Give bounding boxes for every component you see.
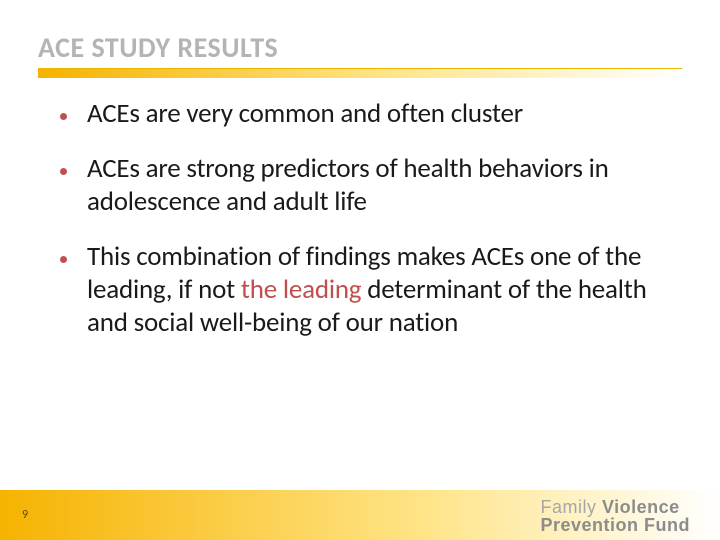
bullet-list: ACEs are very common and often cluster A… bbox=[60, 98, 670, 362]
slide-title: ACE STUDY RESULTS bbox=[38, 30, 278, 65]
bullet-text: This combination of findings makes ACEs … bbox=[87, 241, 670, 340]
brand-line-1: Family Violence bbox=[540, 498, 690, 516]
bullet-icon bbox=[60, 256, 67, 263]
page-number: 9 bbox=[22, 508, 28, 522]
slide: ACE STUDY RESULTS ACEs are very common a… bbox=[0, 0, 720, 540]
bullet-text: ACEs are very common and often cluster bbox=[87, 98, 523, 131]
title-underline bbox=[38, 68, 682, 78]
list-item: ACEs are strong predictors of health beh… bbox=[60, 153, 670, 219]
bullet-text: ACEs are strong predictors of health beh… bbox=[87, 153, 670, 219]
list-item: ACEs are very common and often cluster bbox=[60, 98, 670, 131]
list-item: This combination of findings makes ACEs … bbox=[60, 241, 670, 340]
bullet-icon bbox=[60, 113, 67, 120]
brand-line-2: Prevention Fund bbox=[540, 516, 690, 534]
bullet-icon bbox=[60, 168, 67, 175]
brand-logo: Family Violence Prevention Fund bbox=[540, 498, 690, 534]
